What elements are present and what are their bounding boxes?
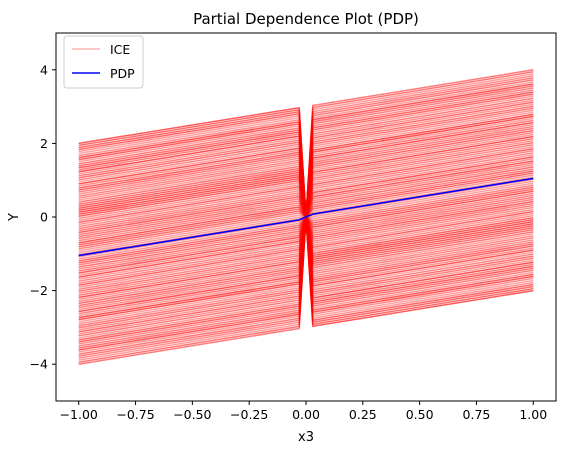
y-tick-label: −4 <box>30 357 48 372</box>
y-axis-label: Y <box>7 213 22 222</box>
legend: ICE PDP <box>63 35 144 89</box>
y-tick-label: 0 <box>40 210 48 225</box>
legend-ice-label: ICE <box>110 42 130 57</box>
y-tick-label: 4 <box>40 62 48 77</box>
x-tick-label: 0.50 <box>406 407 434 422</box>
x-axis-ticks: −1.00 −0.75 −0.50 −0.25 0.00 0.25 0.50 0.75 1.00 <box>60 401 547 422</box>
pdp-series <box>78 177 534 257</box>
x-tick-label: 0.75 <box>463 407 491 422</box>
y-axis-ticks: −4 −2 0 2 4 <box>30 62 56 372</box>
x-tick-label: 0.00 <box>292 407 320 422</box>
x-axis-label: x3 <box>298 430 314 445</box>
x-tick-label: 1.00 <box>519 407 547 422</box>
legend-pdp-label: PDP <box>110 66 135 81</box>
x-tick-label: −0.50 <box>173 407 211 422</box>
y-tick-label: −2 <box>30 283 48 298</box>
x-tick-label: −0.75 <box>116 407 154 422</box>
pdp-line <box>78 177 534 257</box>
y-tick-label: 2 <box>40 136 48 151</box>
x-tick-label: −0.25 <box>230 407 268 422</box>
x-tick-label: −1.00 <box>60 407 98 422</box>
x-tick-label: 0.25 <box>349 407 377 422</box>
chart-title: Partial Dependence Plot (PDP) <box>193 10 419 28</box>
